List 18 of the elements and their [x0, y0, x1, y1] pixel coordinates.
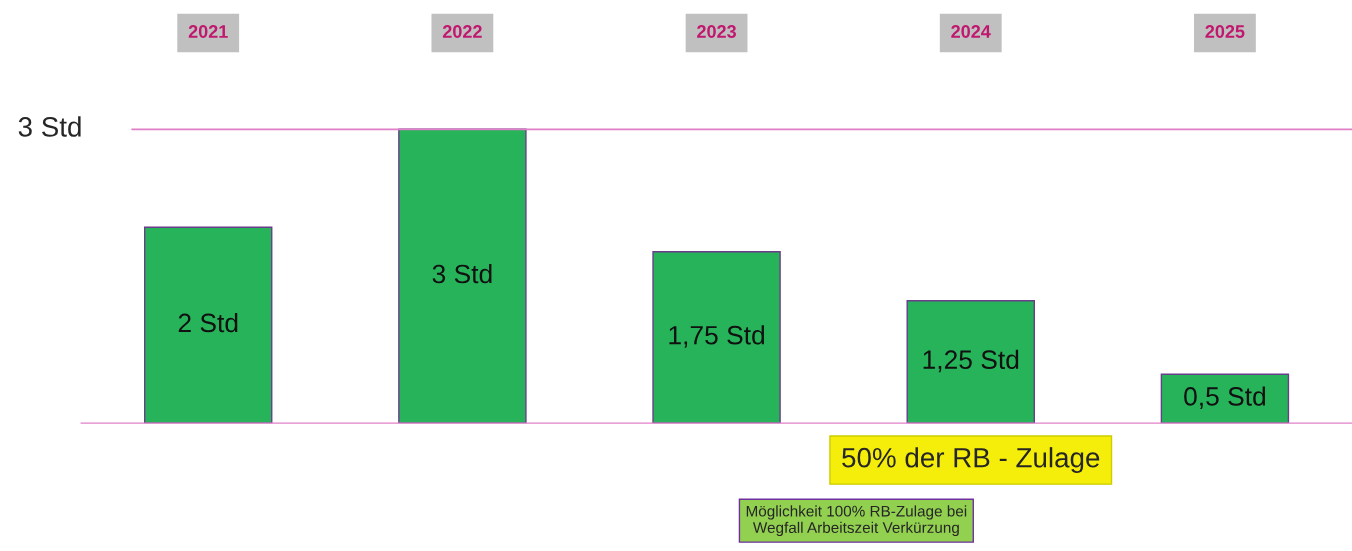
- bar: [1160, 373, 1290, 424]
- data-label: 2 Std: [178, 312, 238, 333]
- x-tick-label: 2023: [697, 25, 736, 38]
- data-label: 3 Std: [432, 263, 492, 284]
- bar: [652, 251, 781, 424]
- bar: [906, 300, 1035, 424]
- text: 50% der RB - Zulage: [842, 447, 1100, 474]
- bar: [398, 128, 527, 424]
- text: Möglichkeit 100% RB-Zulage bei Wegfall Arbeitszeit Verkürzung: [746, 505, 967, 537]
- data-label: 0,5 Std: [1184, 386, 1266, 409]
- ref-line-label: 3 Std: [18, 116, 81, 137]
- x-tick-label: 2024: [951, 25, 991, 38]
- x-tick-label: 2022: [442, 25, 482, 38]
- bar: [143, 226, 273, 424]
- data-label: 1,75 Std: [669, 325, 765, 348]
- x-tick-label: 2025: [1205, 25, 1245, 38]
- data-label: 1,25 Std: [923, 349, 1019, 373]
- x-tick-label: 2021: [188, 25, 228, 38]
